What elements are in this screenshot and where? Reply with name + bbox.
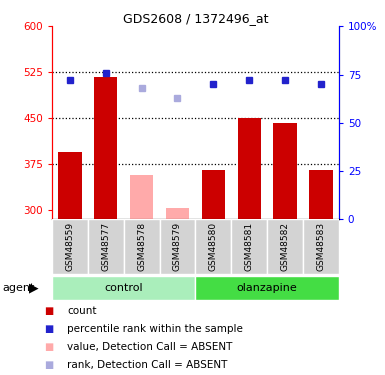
Bar [303,219,339,274]
Bar [273,123,297,219]
Bar [195,276,339,300]
Bar [267,219,303,274]
Text: count: count [67,306,97,316]
Bar [124,219,159,274]
Text: GSM48578: GSM48578 [137,222,146,271]
Bar [130,175,153,219]
Text: agent: agent [2,283,34,293]
Text: ■: ■ [44,324,54,334]
Text: ▶: ▶ [29,281,38,294]
Bar [202,170,225,219]
Title: GDS2608 / 1372496_at: GDS2608 / 1372496_at [123,12,268,25]
Bar [309,170,333,219]
Bar [52,219,88,274]
Text: GSM48559: GSM48559 [65,222,74,271]
Text: ■: ■ [44,342,54,352]
Text: GSM48579: GSM48579 [173,222,182,271]
Text: rank, Detection Call = ABSENT: rank, Detection Call = ABSENT [67,360,228,370]
Text: olanzapine: olanzapine [237,283,298,293]
Text: GSM48582: GSM48582 [281,222,290,271]
Text: GSM48581: GSM48581 [244,222,254,271]
Text: ■: ■ [44,306,54,316]
Bar [94,76,117,219]
Bar [52,276,195,300]
Bar [238,118,261,219]
Bar [195,219,231,274]
Text: value, Detection Call = ABSENT: value, Detection Call = ABSENT [67,342,233,352]
Bar [231,219,267,274]
Bar [159,219,196,274]
Bar [88,219,124,274]
Bar [166,209,189,219]
Bar [58,152,82,219]
Text: control: control [104,283,143,293]
Text: ■: ■ [44,360,54,370]
Text: GSM48583: GSM48583 [316,222,325,271]
Text: GSM48577: GSM48577 [101,222,110,271]
Text: GSM48580: GSM48580 [209,222,218,271]
Text: percentile rank within the sample: percentile rank within the sample [67,324,243,334]
